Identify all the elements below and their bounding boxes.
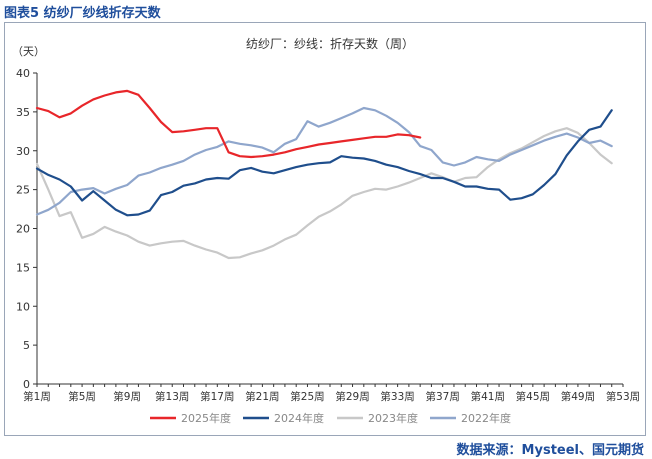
- legend-label: 2023年度: [368, 411, 418, 425]
- x-tick-label: 第25周: [290, 390, 324, 403]
- x-tick-label: 第53周: [606, 390, 640, 403]
- x-tick-label: 第29周: [335, 390, 369, 403]
- x-tick-label: 第17周: [200, 390, 234, 403]
- x-tick-label: 第49周: [561, 390, 595, 403]
- legend-label: 2022年度: [461, 411, 511, 425]
- y-tick-label: 30: [16, 145, 30, 158]
- y-tick-label: 0: [23, 378, 30, 391]
- series-lines: [35, 89, 613, 260]
- y-tick-label: 10: [16, 300, 30, 313]
- chart-frame: [4, 22, 646, 436]
- x-tick-label: 第5周: [68, 390, 96, 403]
- legend-label: 2025年度: [181, 411, 231, 425]
- x-tick-label: 第13周: [155, 390, 189, 403]
- x-tick-label: 第21周: [245, 390, 279, 403]
- chart-title: 纺纱厂：纱线：折存天数（周）: [246, 36, 414, 51]
- axes: 0 5 10 15 20 25 30 35 40 第1周 第5周 第9周 第13周 第17周 第21周 第25…: [16, 67, 640, 403]
- y-tick-label: 20: [16, 223, 30, 236]
- series-line-2022年度: [35, 106, 613, 216]
- y-axis-label: （天）: [12, 45, 45, 58]
- x-tick-label: 第9周: [113, 390, 141, 403]
- series-line-2025年度: [35, 89, 422, 159]
- y-tick-label: 15: [16, 261, 30, 274]
- y-tick-label: 25: [16, 184, 30, 197]
- x-tick-label: 第1周: [23, 390, 51, 403]
- y-tick-label: 40: [16, 67, 30, 80]
- y-tick-label: 5: [23, 339, 30, 352]
- legend: 2025年度 2024年度 2023年度 2022年度: [150, 411, 511, 425]
- x-tick-label: 第37周: [426, 390, 460, 403]
- data-source: 数据来源：Mysteel、国元期货: [456, 443, 644, 458]
- x-tick-label: 第45周: [516, 390, 550, 403]
- series-line-2024年度: [35, 109, 613, 217]
- line-chart: 纺纱厂：纱线：折存天数（周） （天） 0 5 10 15 20 25 30 35 40 第1周 第5…: [12, 36, 640, 425]
- legend-label: 2024年度: [274, 411, 324, 425]
- x-tick-label: 第33周: [380, 390, 414, 403]
- figure-title: 图表5 纺纱厂纱线折存天数: [4, 6, 161, 21]
- y-tick-label: 35: [16, 106, 30, 119]
- series-line-2023年度: [35, 127, 613, 260]
- x-tick-label: 第41周: [471, 390, 505, 403]
